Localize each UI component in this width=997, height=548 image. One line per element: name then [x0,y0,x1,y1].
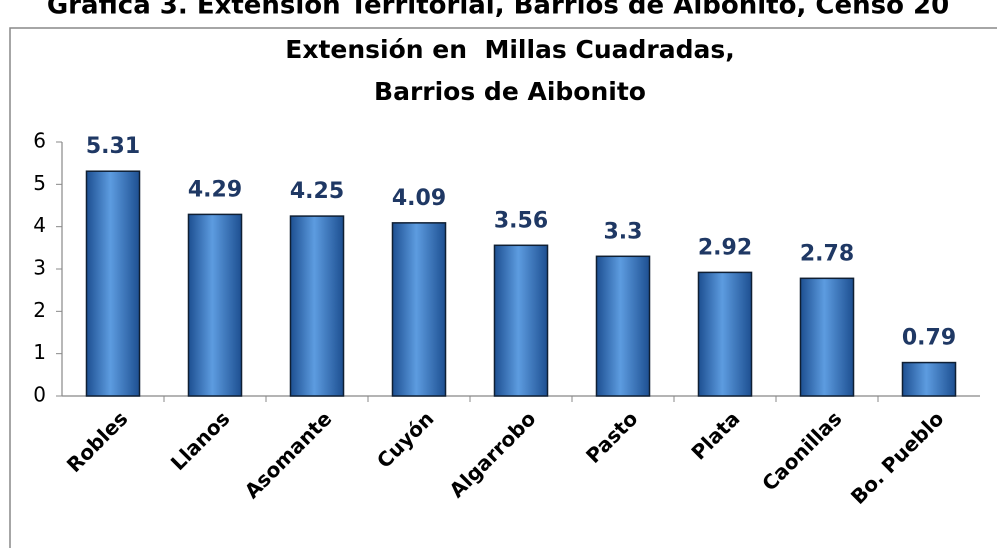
value-label: 3.3 [604,219,643,244]
bar [289,215,345,397]
bar [85,170,141,397]
y-tick-label: 3 [33,256,46,280]
chart-title: Barrios de Aibonito [374,77,646,106]
bar [595,255,651,397]
bar [187,213,243,397]
value-label: 4.29 [188,177,242,202]
chart-title: Extensión en Millas Cuadradas, [285,35,735,64]
value-label: 4.09 [392,186,446,211]
page-heading: Gráfica 3. Extensión Territorial, Barrio… [47,0,949,21]
value-label: 0.79 [902,326,956,351]
value-label: 5.31 [86,134,140,159]
y-tick-label: 0 [33,383,46,407]
y-tick-label: 1 [33,340,46,364]
bar [901,361,957,397]
bar [391,222,447,397]
bar [799,277,855,397]
y-tick-label: 4 [33,213,46,237]
y-tick-label: 2 [33,298,46,322]
bar [493,244,549,397]
value-label: 4.25 [290,179,344,204]
bar [697,271,753,397]
y-tick-label: 6 [33,129,46,153]
value-label: 2.92 [698,235,752,260]
y-tick-label: 5 [33,171,46,195]
value-label: 3.56 [494,208,548,233]
value-label: 2.78 [800,241,854,266]
